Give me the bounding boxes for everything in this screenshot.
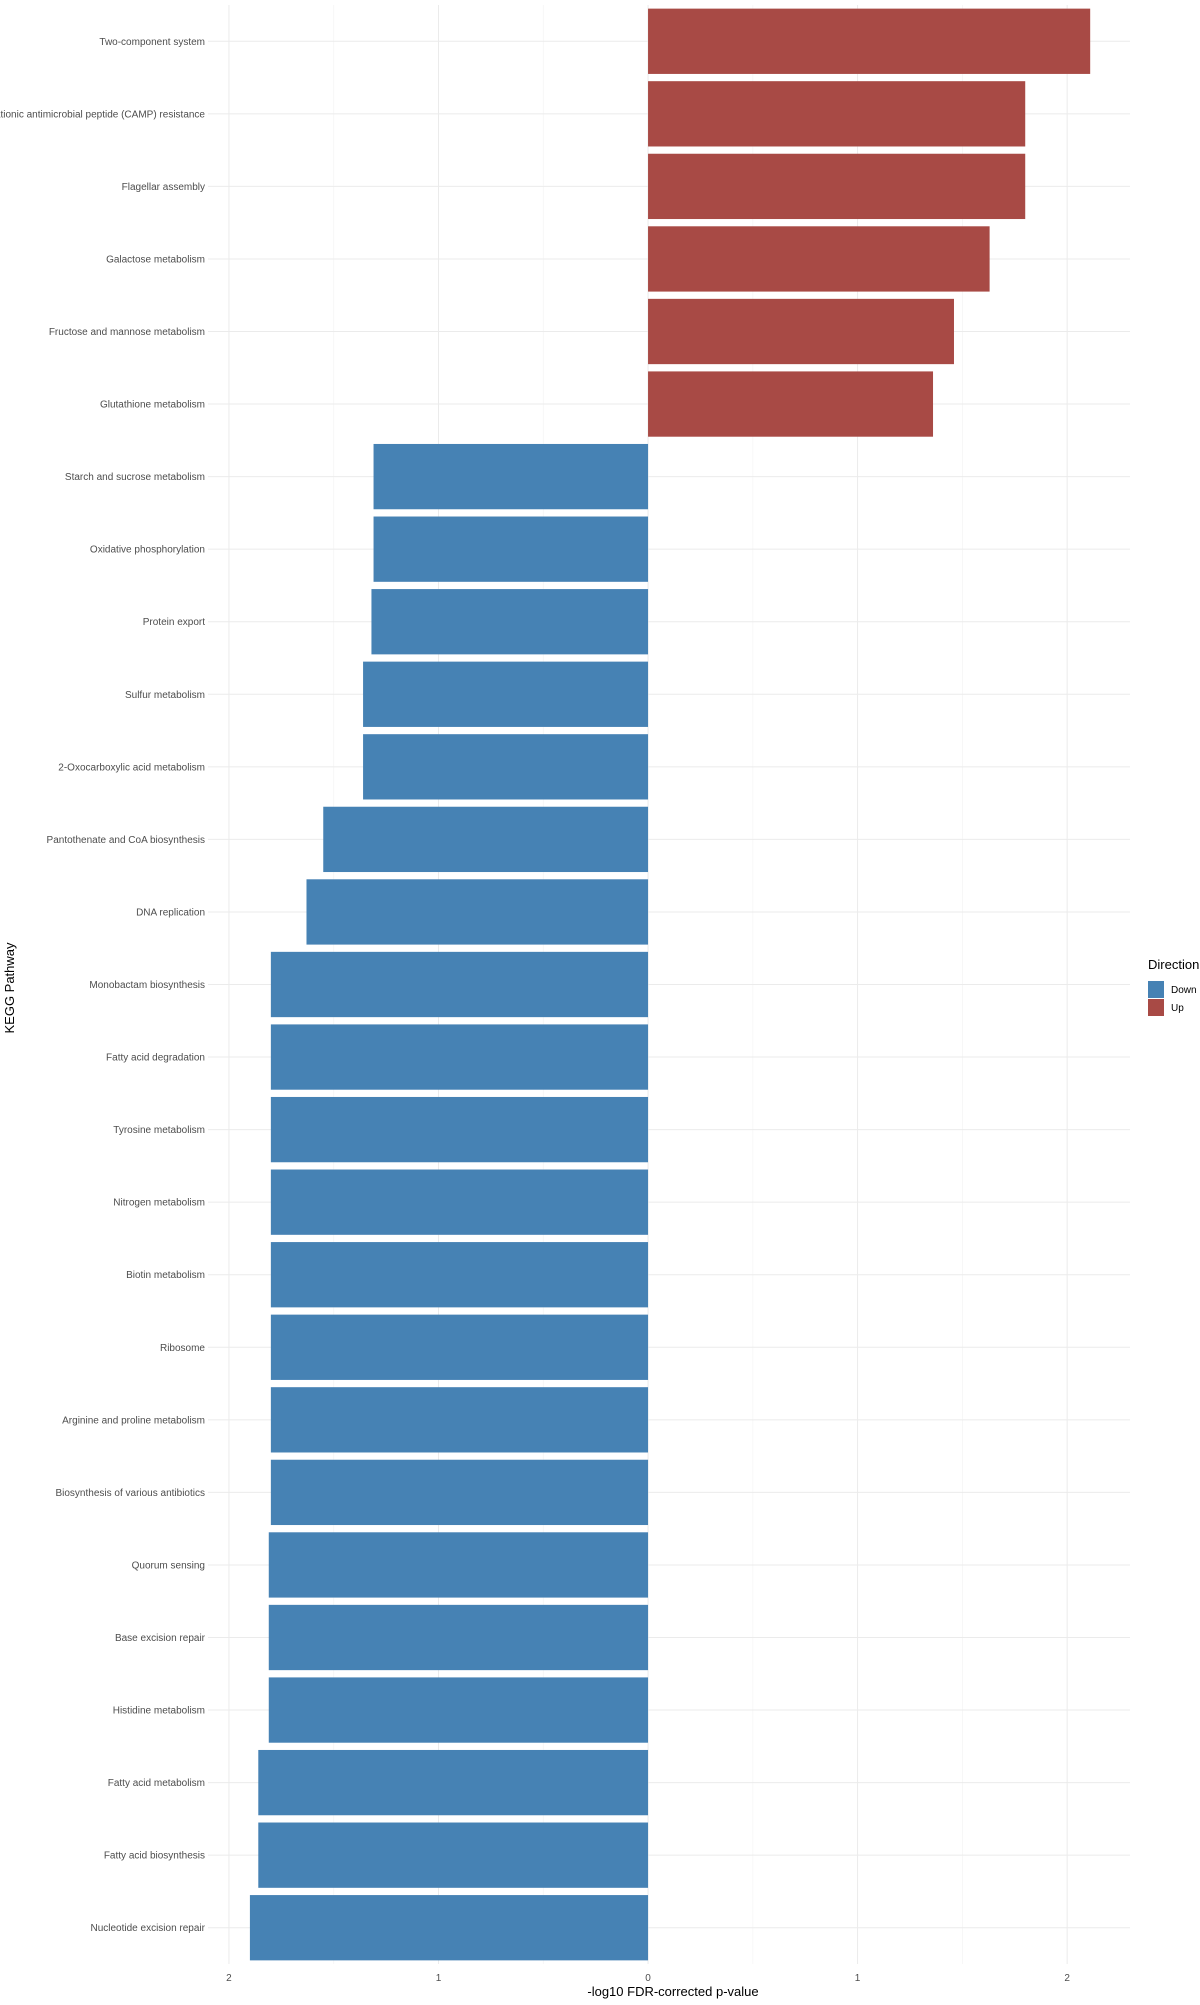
category-label: Flagellar assembly	[122, 182, 205, 193]
category-label: Biosynthesis of various antibiotics	[55, 1488, 205, 1499]
category-label: Two-component system	[99, 37, 205, 48]
x-tick-label: 2	[1064, 1973, 1070, 1984]
category-label: Sulfur metabolism	[125, 690, 205, 701]
legend-label-up: Up	[1171, 1003, 1184, 1014]
bar-up	[648, 298, 954, 365]
bar-down	[249, 1895, 649, 1961]
bar-up	[648, 81, 1026, 147]
category-label: Pantothenate and CoA biosynthesis	[47, 835, 205, 846]
category-label: 2-Oxocarboxylic acid metabolism	[58, 762, 205, 773]
bar-up	[648, 8, 1091, 74]
x-tick-label: 1	[855, 1973, 861, 1984]
x-tick-label: 2	[226, 1973, 232, 1984]
bar-down	[371, 589, 649, 655]
y-axis-title: KEGG Pathway	[2, 942, 17, 1034]
legend-label-down: Down	[1171, 985, 1197, 996]
category-label: Galactose metabolism	[106, 254, 205, 265]
bar-down	[373, 516, 649, 582]
category-label: Protein export	[143, 617, 205, 628]
legend-key-up	[1148, 999, 1164, 1016]
bar-down	[258, 1822, 649, 1888]
bar-down	[270, 1024, 649, 1090]
bar-up	[648, 153, 1026, 220]
category-label: Monobactam biosynthesis	[89, 980, 205, 991]
bar-down	[258, 1749, 649, 1816]
bar-down	[268, 1677, 649, 1743]
x-tick-labels: 2 1 0 1 2	[226, 1973, 1070, 1984]
x-tick-label: 0	[645, 1973, 651, 1984]
bar-up	[648, 226, 990, 292]
category-label: Fructose and mannose metabolism	[49, 327, 205, 338]
bar-down	[270, 951, 649, 1018]
legend: Direction Down Up	[1148, 957, 1199, 1016]
category-label: Quorum sensing	[132, 1560, 205, 1571]
bar-down	[306, 879, 649, 945]
bar-down	[268, 1604, 649, 1671]
category-label: Glutathione metabolism	[100, 400, 205, 411]
bar-down	[323, 806, 649, 873]
bar-down	[268, 1532, 649, 1598]
bar-up	[648, 371, 934, 437]
category-label: DNA replication	[136, 907, 205, 918]
bar-down	[270, 1459, 649, 1526]
bar-layer	[249, 8, 1091, 1961]
x-tick-label: 1	[436, 1973, 442, 1984]
bar-down	[270, 1314, 649, 1380]
category-label: Fatty acid degradation	[106, 1053, 205, 1064]
category-label: Tyrosine metabolism	[113, 1125, 205, 1136]
legend-title: Direction	[1148, 957, 1199, 972]
category-labels: Two-component system Cationic antimicrobi…	[0, 37, 206, 1934]
bar-down	[373, 443, 649, 510]
category-label: Histidine metabolism	[113, 1706, 205, 1717]
bar-down	[363, 661, 649, 727]
bar-down	[270, 1096, 649, 1163]
category-label: Nucleotide excision repair	[90, 1923, 205, 1934]
category-label: Base excision repair	[115, 1633, 206, 1644]
category-label: Arginine and proline metabolism	[62, 1415, 205, 1426]
bar-down	[270, 1169, 649, 1235]
category-label: Biotin metabolism	[126, 1270, 205, 1281]
category-label: Cationic antimicrobial peptide (CAMP) re…	[0, 109, 205, 120]
bar-down	[270, 1387, 649, 1453]
bar-down	[363, 734, 649, 800]
category-label: Fatty acid biosynthesis	[104, 1851, 205, 1862]
category-label: Starch and sucrose metabolism	[65, 472, 205, 483]
bar-down	[270, 1242, 649, 1308]
category-label: Fatty acid metabolism	[108, 1778, 205, 1789]
category-label: Nitrogen metabolism	[113, 1198, 205, 1209]
category-label: Ribosome	[160, 1343, 205, 1354]
category-label: Oxidative phosphorylation	[90, 545, 205, 556]
legend-key-down	[1148, 981, 1164, 998]
x-axis-title: -log10 FDR-corrected p-value	[587, 1984, 758, 1999]
